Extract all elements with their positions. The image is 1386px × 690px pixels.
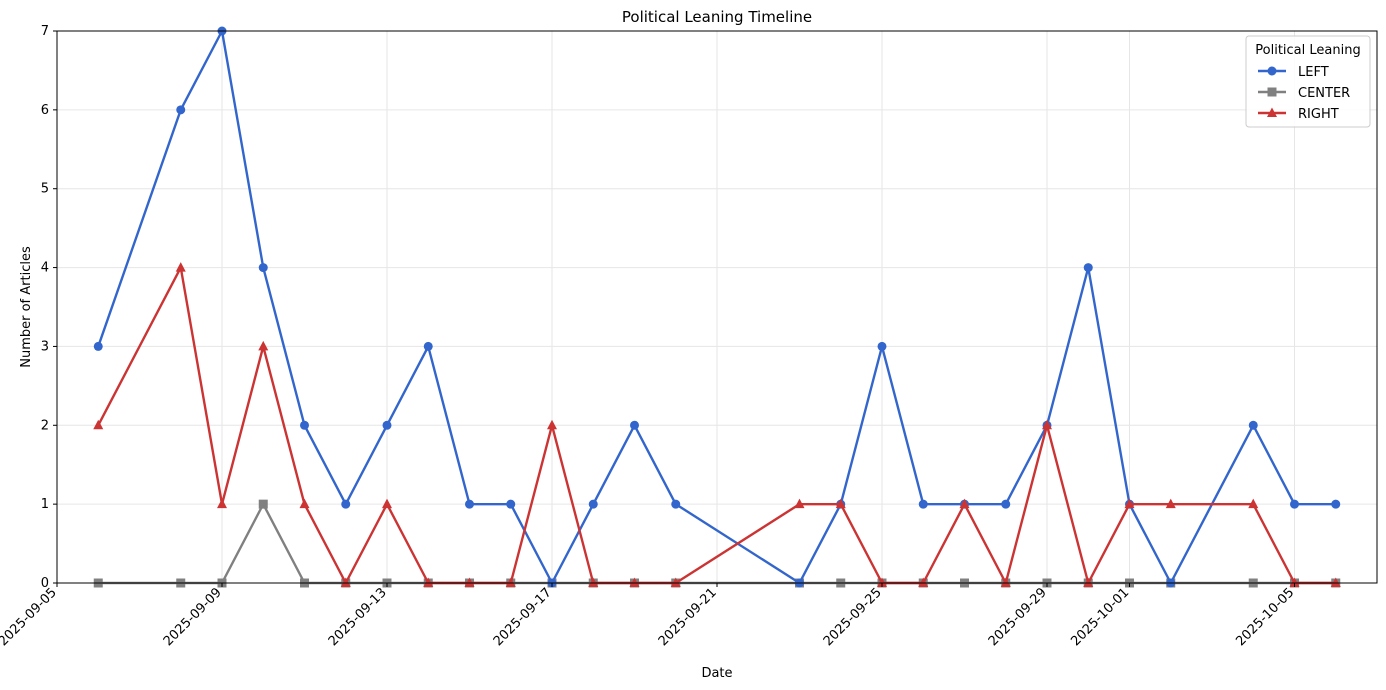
x-tick-label: 2025-09-13 <box>326 585 390 649</box>
data-point-right <box>794 498 805 509</box>
data-point-left <box>630 420 639 430</box>
data-point-center <box>258 499 268 509</box>
y-tick-label: 1 <box>41 497 49 512</box>
y-tick-label: 5 <box>41 182 49 197</box>
grid <box>56 30 1377 584</box>
legend-item-right: RIGHT <box>1258 107 1339 122</box>
data-point-right <box>1083 577 1094 587</box>
data-point-left <box>877 341 887 351</box>
y-tick-label: 2 <box>41 418 49 433</box>
data-point-left <box>918 499 928 509</box>
legend-item-center: CENTER <box>1258 86 1350 101</box>
data-point-right <box>547 419 557 430</box>
y-tick-label: 6 <box>41 103 49 118</box>
y-tick-label: 0 <box>41 576 49 591</box>
x-tick-label: 2025-09-17 <box>491 585 555 649</box>
legend: Political Leaning LEFT CENTER RIGHT <box>1245 35 1371 128</box>
data-point-left <box>382 420 392 430</box>
x-tick-label: 2025-09-05 <box>0 585 60 649</box>
x-tick-label: 2025-09-09 <box>161 585 225 649</box>
data-point-left <box>341 499 351 509</box>
y-tick-label: 4 <box>41 261 49 276</box>
legend-item-left: LEFT <box>1258 65 1329 80</box>
data-point-right <box>835 498 846 509</box>
data-point-right <box>1289 577 1300 587</box>
data-point-right <box>423 577 434 587</box>
data-point-right <box>1042 419 1052 430</box>
data-point-right <box>959 498 970 509</box>
data-point-left <box>1001 499 1011 509</box>
data-point-left <box>258 263 268 273</box>
data-point-right <box>464 577 475 587</box>
legend-marker-left <box>1267 66 1277 76</box>
data-point-left <box>1331 499 1341 509</box>
data-point-right <box>505 577 516 587</box>
data-point-right <box>1165 498 1176 509</box>
data-point-left <box>176 105 186 115</box>
data-point-right <box>93 419 104 430</box>
x-tick-label: 2025-09-25 <box>821 585 885 649</box>
data-point-right <box>1000 577 1011 587</box>
data-point-left <box>423 341 433 351</box>
data-point-right <box>1330 577 1341 587</box>
data-point-left <box>1083 263 1093 273</box>
data-point-right <box>175 262 186 272</box>
data-point-left <box>300 420 309 430</box>
legend-marker-center <box>1267 87 1277 97</box>
data-point-left <box>1248 420 1258 430</box>
data-point-left <box>506 499 516 509</box>
legend-marker-right <box>1267 107 1277 117</box>
data-point-right <box>918 577 929 587</box>
data-point-left <box>1290 499 1299 509</box>
x-tick-label: 2025-09-21 <box>656 585 720 649</box>
data-point-right <box>1124 498 1135 509</box>
data-point-right <box>877 577 887 587</box>
x-axis-title: Date <box>701 666 732 681</box>
data-point-right <box>217 498 227 509</box>
legend-label-right: RIGHT <box>1298 107 1339 122</box>
y-axis-title: Number of Articles <box>19 246 34 368</box>
data-point-right <box>588 577 599 587</box>
data-point-left <box>588 499 598 509</box>
data-point-left <box>93 341 103 351</box>
x-tick-label: 2025-09-29 <box>986 585 1050 649</box>
data-point-left <box>465 499 474 509</box>
data-point-right <box>382 498 392 509</box>
data-point-right <box>1248 498 1259 509</box>
data-point-right <box>299 498 310 509</box>
data-point-right <box>340 577 351 587</box>
chart-title: Political Leaning Timeline <box>622 8 812 26</box>
x-tick-label: 2025-10-01 <box>1068 585 1132 649</box>
x-tick-label: 2025-10-05 <box>1233 585 1297 649</box>
data-point-right <box>629 577 640 587</box>
y-tick-label: 7 <box>41 24 49 39</box>
legend-label-left: LEFT <box>1298 65 1329 80</box>
legend-title: Political Leaning <box>1255 43 1360 58</box>
data-point-left <box>671 499 681 509</box>
y-tick-label: 3 <box>41 339 49 354</box>
data-point-right <box>258 340 269 351</box>
legend-label-center: CENTER <box>1298 86 1350 101</box>
legend-frame <box>1245 35 1371 128</box>
data-point-right <box>670 577 681 587</box>
